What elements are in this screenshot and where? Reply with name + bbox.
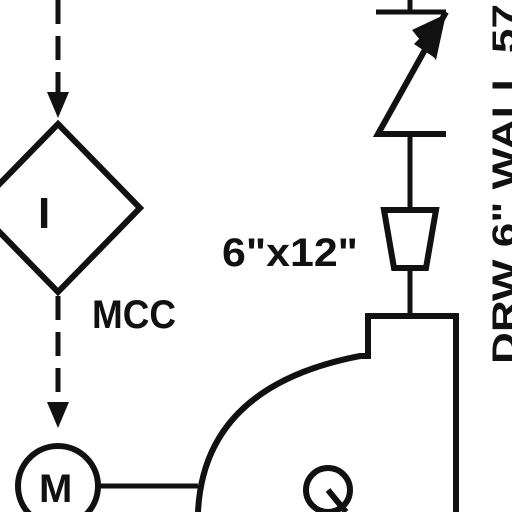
fan-housing	[195, 313, 459, 512]
interlock-diamond	[0, 119, 145, 297]
fan-wheel-spoke	[325, 488, 349, 512]
signal-arrowhead-upper	[47, 92, 69, 118]
side-note: DRW 6" WALL 57	[486, 4, 512, 364]
duct-reducer	[380, 207, 440, 271]
mcc-label: MCC	[92, 293, 176, 337]
fan-wheel-icon	[303, 465, 353, 512]
reducer-size-label: 6"x12"	[222, 231, 358, 275]
interlock-label: I	[38, 189, 50, 238]
signal-arrowhead-lower	[47, 402, 69, 428]
motor-label: M	[39, 467, 72, 511]
damper-arrowhead-body	[412, 14, 446, 60]
flex-connection-zigzag	[372, 10, 449, 137]
